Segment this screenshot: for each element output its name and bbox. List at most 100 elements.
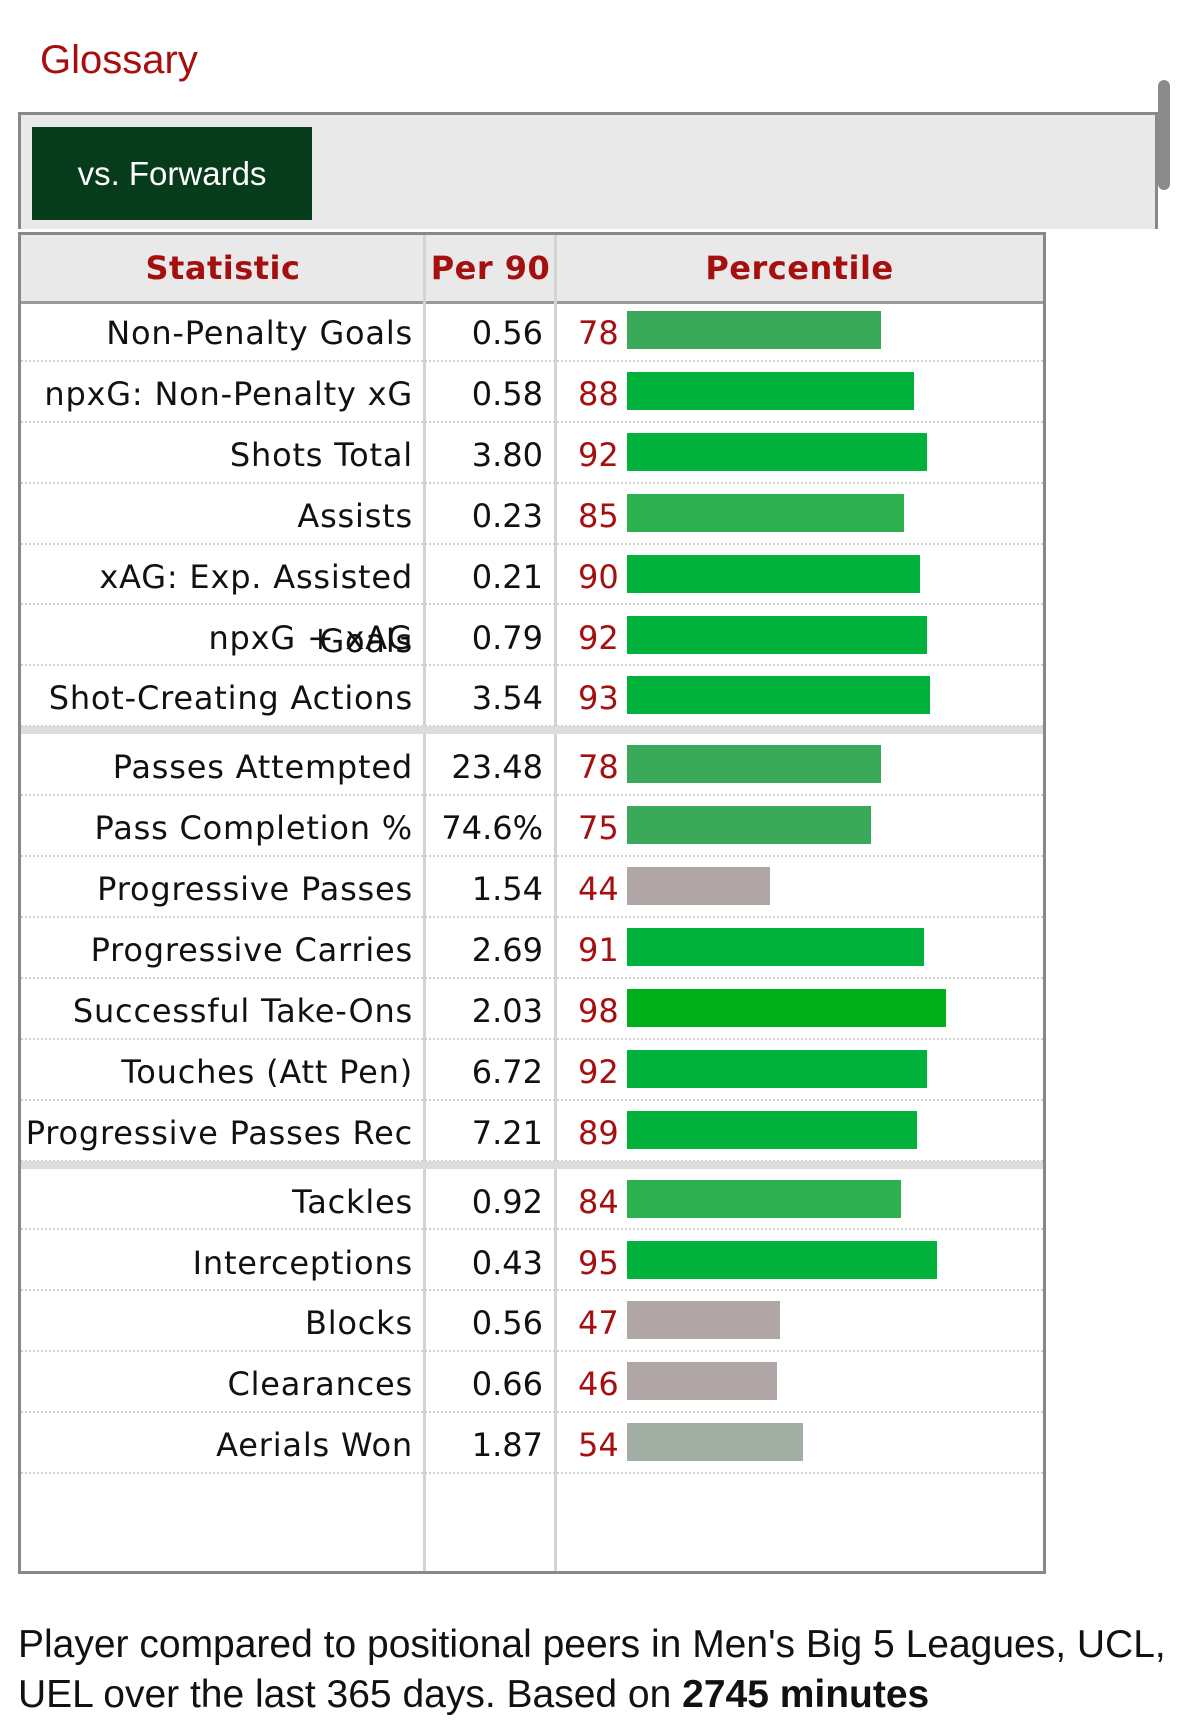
percentile-bar [627, 493, 904, 532]
percentile-bar [627, 1423, 803, 1462]
per90-value: 0.56 [471, 314, 543, 352]
stat-name: Progressive Passes [97, 870, 413, 909]
header-per90: Per 90 [430, 249, 551, 287]
per90-value: 23.48 [451, 748, 543, 787]
percentile-value: 90 [578, 557, 619, 596]
tab-vs-forwards[interactable]: vs. Forwards [32, 127, 312, 220]
table-row: Assists 0.23 85 [21, 484, 1043, 545]
per90-value: 0.58 [471, 374, 543, 413]
stat-name: Successful Take-Ons [72, 991, 413, 1030]
percentile-bar [627, 988, 946, 1027]
per90-value: 2.69 [471, 931, 543, 969]
percentile-bar [627, 554, 920, 593]
percentile-bar [627, 311, 881, 349]
table-row: Progressive Carries 2.69 91 [21, 918, 1043, 979]
per90-value: 2.03 [471, 991, 543, 1030]
glossary-link[interactable]: Glossary [40, 38, 198, 82]
footer-note: Player compared to positional peers in M… [18, 1620, 1178, 1720]
percentile-value: 93 [578, 679, 619, 718]
table-row: npxG: Non-Penalty xG 0.58 88 [21, 362, 1043, 423]
percentile-value: 89 [578, 1113, 619, 1152]
percentile-bar [627, 867, 770, 906]
stat-name: Clearances [227, 1365, 413, 1404]
table-row: Aerials Won 1.87 54 [21, 1413, 1043, 1475]
percentile-bar [627, 676, 930, 715]
table-row: Interceptions 0.43 95 [21, 1231, 1043, 1292]
stat-name: xAG: Exp. Assisted Goals [99, 557, 413, 660]
percentile-value: 91 [578, 931, 619, 969]
table-row: Shot-Creating Actions 3.54 93 [21, 666, 1043, 728]
stat-name: Progressive Passes Rec [25, 1113, 413, 1152]
percentile-value: 75 [578, 809, 619, 848]
percentile-value: 84 [578, 1182, 619, 1221]
percentile-bar [627, 1110, 917, 1149]
column-divider [554, 235, 557, 1571]
table-row: Tackles 0.92 84 [21, 1170, 1043, 1231]
header-percentile: Percentile [705, 249, 894, 287]
stat-name: npxG: Non-Penalty xG [44, 374, 413, 413]
per90-value: 3.54 [471, 679, 543, 718]
per90-value: 1.87 [471, 1426, 543, 1465]
percentile-value: 98 [578, 991, 619, 1030]
table-row: Touches (Att Pen) 6.72 92 [21, 1040, 1043, 1101]
percentile-bar [627, 615, 927, 654]
percentile-value: 46 [578, 1365, 619, 1404]
stat-name: Blocks [304, 1304, 413, 1343]
header-statistic: Statistic [145, 249, 301, 287]
table-row: npxG + xAG 0.79 92 [21, 606, 1043, 667]
stat-name: Shot-Creating Actions [48, 679, 413, 718]
percentile-value: 85 [578, 496, 619, 535]
stat-name: Aerials Won [216, 1426, 413, 1465]
stat-name: Non-Penalty Goals [106, 314, 413, 352]
percentile-value: 95 [578, 1243, 619, 1282]
percentile-value: 92 [578, 618, 619, 657]
table-row: Pass Completion % 74.6% 75 [21, 796, 1043, 858]
per90-value: 0.56 [471, 1304, 543, 1343]
percentile-value: 54 [578, 1426, 619, 1465]
stat-name: Assists [297, 496, 413, 535]
column-divider [423, 235, 426, 1571]
stat-name: Interceptions [192, 1243, 413, 1282]
percentile-bar [627, 1362, 777, 1401]
percentile-value: 78 [578, 314, 619, 352]
stat-name: Pass Completion % [94, 809, 413, 848]
table-row: Passes Attempted 23.48 78 [21, 735, 1043, 797]
percentile-value: 47 [578, 1304, 619, 1343]
percentile-bar [627, 1049, 927, 1088]
page-top-cutoff [0, 0, 1179, 4]
per90-value: 6.72 [471, 1052, 543, 1091]
table-row: Progressive Passes 1.54 44 [21, 857, 1043, 918]
percentile-bar [627, 371, 914, 410]
stat-name: Tackles [292, 1182, 413, 1221]
percentile-bar [627, 806, 871, 845]
per90-value: 74.6% [441, 809, 543, 848]
table-row: xAG: Exp. Assisted Goals 0.21 90 [21, 545, 1043, 660]
per90-value: 3.80 [471, 435, 543, 474]
footer-minutes: 2745 minutes [682, 1673, 930, 1716]
table-row: Non-Penalty Goals 0.56 78 [21, 301, 1043, 362]
percentile-value: 88 [578, 374, 619, 413]
per90-value: 0.43 [471, 1243, 543, 1282]
horizontal-scrollbar[interactable] [1158, 80, 1170, 190]
table-row: Clearances 0.66 46 [21, 1352, 1043, 1414]
per90-value: 0.23 [471, 496, 543, 535]
per90-value: 0.79 [471, 618, 543, 657]
per90-value: 0.21 [471, 557, 543, 596]
percentile-bar [627, 432, 927, 471]
percentile-value: 92 [578, 1052, 619, 1091]
footer-text: Player compared to positional peers in M… [18, 1623, 1166, 1716]
stat-name: npxG + xAG [208, 618, 413, 657]
per90-value: 0.66 [471, 1365, 543, 1404]
percentile-bar [627, 1240, 937, 1279]
stat-name: Shots Total [229, 435, 413, 474]
table-row: Successful Take-Ons 2.03 98 [21, 979, 1043, 1040]
percentile-bar [627, 928, 924, 966]
group-separator [21, 726, 1043, 735]
percentile-value: 44 [578, 870, 619, 909]
per90-value: 1.54 [471, 870, 543, 909]
percentile-value: 78 [578, 748, 619, 787]
percentile-bar [627, 1301, 780, 1340]
group-separator [21, 1160, 1043, 1169]
per90-value: 7.21 [471, 1113, 543, 1152]
percentile-bar [627, 1179, 901, 1218]
